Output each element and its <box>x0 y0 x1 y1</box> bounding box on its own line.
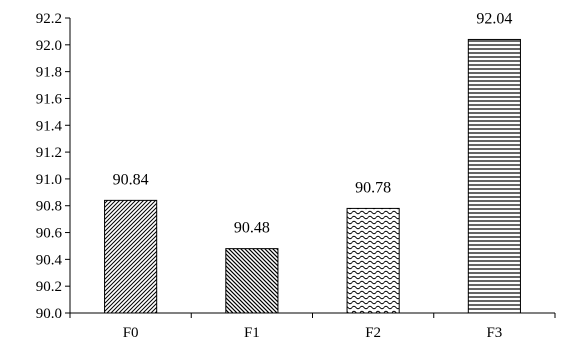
bar-f3 <box>467 38 521 314</box>
y-tick-label: 91.6 <box>36 91 63 107</box>
x-tick-label-f1: F1 <box>244 325 260 341</box>
y-tick-label: 92.2 <box>36 11 62 27</box>
y-tick-label: 90.6 <box>36 226 63 242</box>
x-tick-label-f0: F0 <box>123 325 139 341</box>
bar-f1 <box>225 248 279 314</box>
data-label-f2: 90.78 <box>355 179 391 196</box>
bars-group <box>104 38 521 314</box>
y-tick-label: 90.0 <box>36 306 62 322</box>
x-tick-label-f3: F3 <box>486 325 502 341</box>
bar-f0 <box>104 199 158 314</box>
y-tick-label: 91.0 <box>36 172 62 188</box>
data-label-f3: 92.04 <box>476 10 512 27</box>
y-axis: 90.0 90.2 90.4 90.6 90.8 91.0 91.2 91.4 91.6 91.8… <box>36 11 71 322</box>
data-label-f0: 90.84 <box>113 171 149 188</box>
data-label-f1: 90.48 <box>234 220 270 237</box>
bar-f2 <box>346 207 400 314</box>
y-tick-label: 90.8 <box>36 199 62 215</box>
y-tick-label: 91.4 <box>36 118 63 134</box>
data-labels-group: 90.84 90.48 90.78 92.04 <box>113 10 513 236</box>
y-tick-label: 91.2 <box>36 145 62 161</box>
x-axis: F0 F1 F2 F3 <box>69 312 556 341</box>
y-tick-label: 91.8 <box>36 65 62 81</box>
y-tick-label: 90.2 <box>36 279 62 295</box>
y-tick-label: 92.0 <box>36 38 62 54</box>
x-tick-label-f2: F2 <box>365 325 381 341</box>
y-tick-label: 90.4 <box>36 252 63 268</box>
